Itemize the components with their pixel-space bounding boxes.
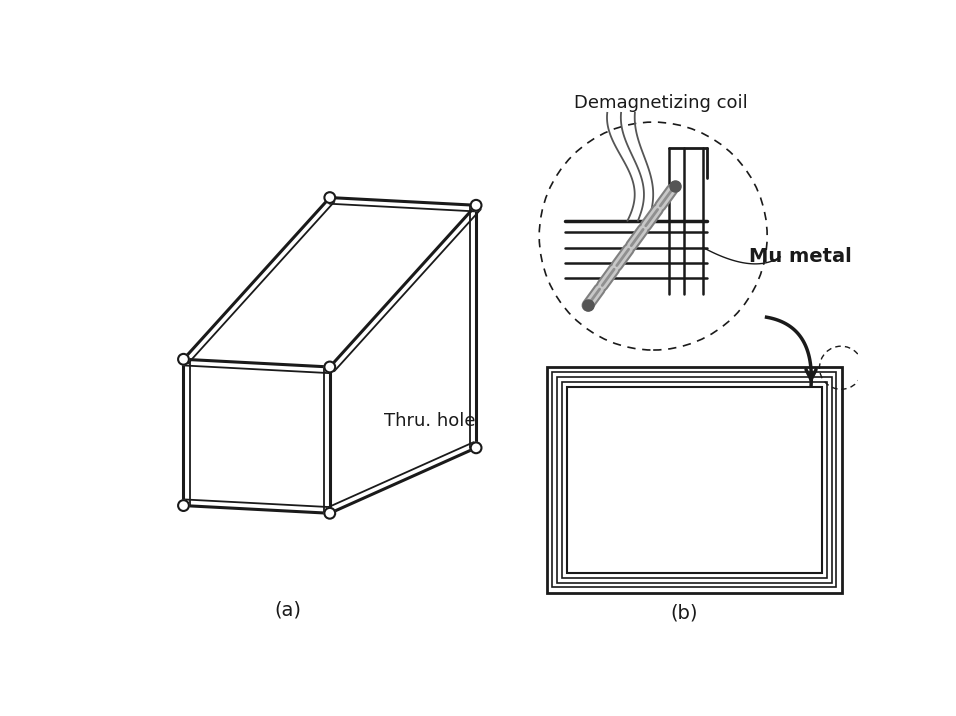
Circle shape	[324, 362, 336, 372]
Polygon shape	[567, 387, 822, 573]
Text: Demagnetizing coil: Demagnetizing coil	[574, 94, 748, 112]
Circle shape	[470, 200, 482, 211]
Circle shape	[324, 192, 336, 203]
Circle shape	[324, 508, 336, 518]
Circle shape	[178, 500, 189, 511]
Circle shape	[470, 442, 482, 453]
Text: Thru. hole: Thru. hole	[383, 412, 475, 430]
Text: Mu metal: Mu metal	[750, 247, 852, 266]
Text: (a): (a)	[274, 600, 301, 619]
Circle shape	[178, 354, 189, 364]
Text: (b): (b)	[670, 604, 698, 623]
